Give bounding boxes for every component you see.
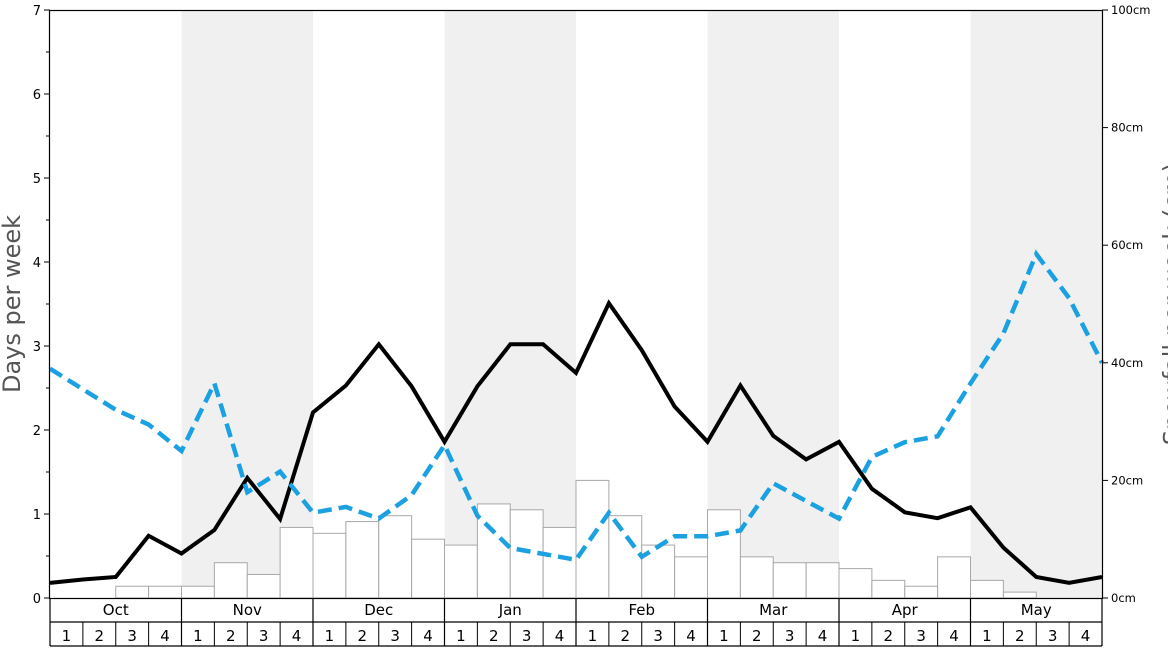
week-label: 1: [325, 627, 335, 645]
snowfall-bar: [1002, 591, 1037, 599]
week-label: 1: [982, 627, 992, 645]
y-tick-label: 4: [33, 256, 41, 271]
week-label: 4: [949, 627, 959, 645]
week-label: 4: [160, 627, 170, 645]
week-label: 4: [555, 627, 565, 645]
snowfall-bar: [246, 573, 281, 599]
week-label: 1: [456, 627, 466, 645]
week-label: 1: [588, 627, 598, 645]
y2-tick-label: 100cm: [1111, 3, 1150, 17]
week-label: 3: [259, 627, 269, 645]
snowfall-bar: [937, 556, 971, 599]
snowfall-bar: [213, 562, 248, 599]
month-label: Jan: [498, 601, 522, 619]
week-label: 4: [1081, 627, 1091, 645]
month-band: [444, 10, 576, 598]
week-label: 4: [818, 627, 828, 645]
week-label: 4: [292, 627, 302, 645]
month-label: May: [1021, 601, 1052, 619]
y2-tick-label: 60cm: [1111, 238, 1143, 252]
month-label: Mar: [759, 601, 788, 619]
y-tick-label: 1: [33, 508, 41, 523]
week-label: 3: [1048, 627, 1058, 645]
snowfall-bar: [739, 556, 774, 599]
snowfall-dashed-line: [48, 249, 1105, 563]
week-label: 3: [916, 627, 926, 645]
month-band: [181, 10, 313, 598]
snowfall-bar: [805, 562, 840, 599]
snowfall-bar: [378, 515, 413, 599]
week-label: 1: [719, 627, 729, 645]
y-tick-label: 6: [33, 88, 41, 103]
y-tick-label: 5: [33, 172, 41, 187]
y-tick-label: 7: [33, 4, 41, 19]
snowfall-bar: [312, 532, 347, 599]
snowfall-bar: [871, 579, 906, 599]
snowfall-bar: [345, 521, 380, 599]
week-label: 4: [686, 627, 696, 645]
month-band: [970, 10, 1102, 598]
snowfall-bar: [838, 568, 873, 599]
week-label: 2: [752, 627, 762, 645]
snowfall-bar: [707, 509, 741, 599]
week-label: 3: [653, 627, 663, 645]
snowfall-bar: [674, 556, 708, 599]
week-label: 2: [884, 627, 894, 645]
y2-axis-label: Snowfall per week (cm): [1159, 163, 1168, 445]
week-label: 2: [489, 627, 499, 645]
right-axis: 0cm 20cm 40cm 60cm 80cm 100cm: [1102, 3, 1150, 605]
week-label: 2: [1015, 627, 1025, 645]
month-label: Dec: [364, 601, 393, 619]
month-band: [707, 10, 839, 598]
snowfall-bars: [115, 479, 1037, 599]
snowfall-bar: [181, 585, 215, 599]
week-label: 2: [358, 627, 368, 645]
week-label: 3: [390, 627, 400, 645]
chart-lines: [48, 249, 1105, 585]
week-label: 2: [621, 627, 631, 645]
snowfall-bar: [904, 585, 939, 599]
week-label: 3: [522, 627, 532, 645]
y2-tick-label: 40cm: [1111, 356, 1143, 370]
y-axis-label: Days per week: [0, 215, 26, 393]
month-bands: [181, 10, 1102, 598]
y-tick-label: 0: [33, 592, 41, 607]
month-label: Apr: [892, 601, 919, 619]
snowfall-bar: [772, 562, 807, 599]
snowfall-bar: [444, 544, 478, 599]
days-line: [49, 299, 1103, 585]
x-axis-table: Oct 1 2 3 4 Nov 1 2 3 4 Dec 1 2 3 4 Jan 1 2 3 4 Feb 1 2 3 4 Mar 1 2…: [49, 598, 1103, 647]
snowfall-bar: [411, 538, 445, 599]
week-label: 1: [193, 627, 203, 645]
week-label: 3: [785, 627, 795, 645]
left-axis: 0 1 2 3 4 5 6 7: [33, 4, 50, 607]
week-label: 1: [851, 627, 861, 645]
month-label: Feb: [628, 601, 655, 619]
snowfall-bar: [476, 503, 511, 599]
week-label: 1: [62, 627, 72, 645]
week-label: 3: [127, 627, 137, 645]
month-label: Nov: [233, 601, 262, 619]
month-label: Oct: [103, 601, 129, 619]
y2-tick-label: 0cm: [1111, 591, 1136, 605]
snowfall-bar: [148, 585, 182, 599]
snowfall-bar: [115, 585, 150, 599]
week-label: 2: [95, 627, 105, 645]
y-tick-label: 3: [33, 340, 41, 355]
snowfall-bar: [970, 579, 1004, 599]
snowfall-bar: [279, 526, 314, 599]
y-tick-label: 2: [33, 424, 41, 439]
y2-tick-label: 20cm: [1111, 473, 1143, 487]
week-label: 2: [226, 627, 236, 645]
snowfall-bar: [542, 526, 577, 599]
week-label: 4: [423, 627, 433, 645]
snowfall-bar: [608, 515, 643, 599]
y2-tick-label: 80cm: [1111, 121, 1143, 135]
